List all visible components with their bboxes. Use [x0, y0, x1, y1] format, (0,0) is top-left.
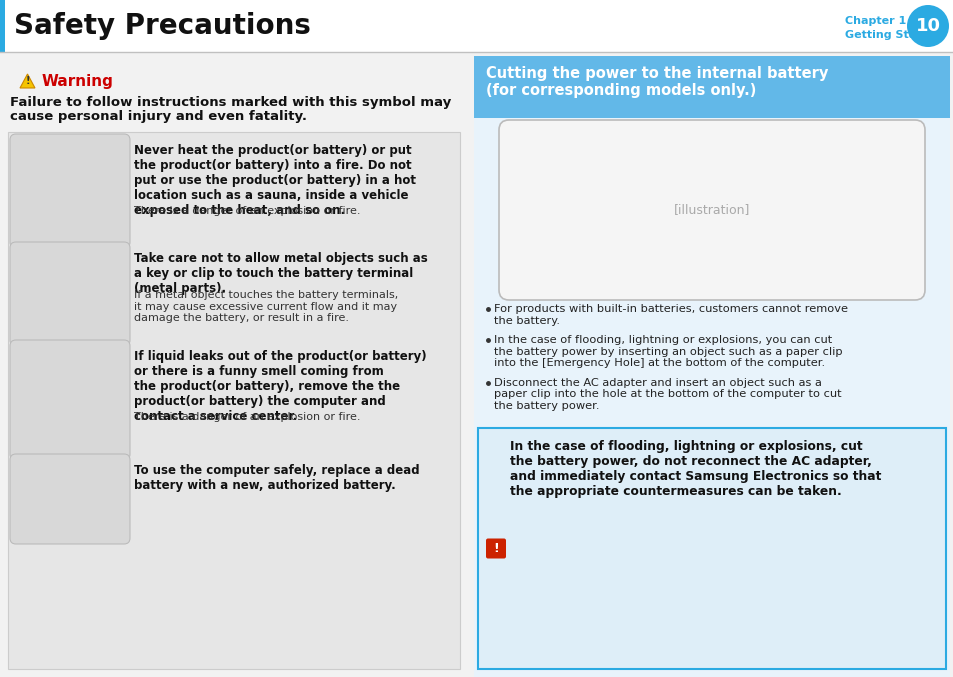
- Text: Cutting the power to the internal battery
(for corresponding models only.): Cutting the power to the internal batter…: [485, 66, 827, 98]
- Text: If a metal object touches the battery terminals,
it may cause excessive current : If a metal object touches the battery te…: [133, 290, 397, 323]
- Polygon shape: [20, 74, 35, 88]
- Bar: [477, 428, 945, 669]
- FancyBboxPatch shape: [10, 134, 130, 248]
- Text: !: !: [493, 542, 498, 555]
- Text: If liquid leaks out of the product(or battery)
or there is a funny smell coming : If liquid leaks out of the product(or ba…: [133, 350, 426, 423]
- FancyBboxPatch shape: [10, 340, 130, 460]
- FancyBboxPatch shape: [10, 454, 130, 544]
- Text: There is a danger of an explosion or fire.: There is a danger of an explosion or fir…: [133, 412, 360, 422]
- Text: Chapter 1: Chapter 1: [844, 16, 905, 26]
- Text: For products with built-in batteries, customers cannot remove
the battery.: For products with built-in batteries, cu…: [494, 304, 847, 326]
- Text: Warning: Warning: [42, 74, 113, 89]
- Text: Disconnect the AC adapter and insert an object such as a
paper clip into the hol: Disconnect the AC adapter and insert an …: [494, 378, 841, 411]
- FancyBboxPatch shape: [498, 120, 924, 300]
- Text: 10: 10: [915, 17, 940, 35]
- Text: Failure to follow instructions marked with this symbol may: Failure to follow instructions marked wi…: [10, 96, 451, 109]
- Text: Safety Precautions: Safety Precautions: [14, 12, 311, 40]
- Text: To use the computer safely, replace a dead
battery with a new, authorized batter: To use the computer safely, replace a de…: [133, 464, 419, 492]
- Text: There is a danger of an explosion or fire.: There is a danger of an explosion or fir…: [133, 206, 360, 216]
- FancyBboxPatch shape: [10, 242, 130, 346]
- Circle shape: [906, 5, 948, 47]
- Text: [illustration]: [illustration]: [673, 204, 749, 217]
- Bar: [474, 56, 949, 118]
- Text: Never heat the product(or battery) or put
the product(or battery) into a fire. D: Never heat the product(or battery) or pu…: [133, 144, 416, 217]
- Bar: [8, 132, 459, 669]
- Text: Take care not to allow metal objects such as
a key or clip to touch the battery : Take care not to allow metal objects suc…: [133, 252, 427, 295]
- Text: In the case of flooding, lightning or explosions, cut
the battery power, do not : In the case of flooding, lightning or ex…: [510, 440, 881, 498]
- Bar: [0, 0, 953, 52]
- Text: cause personal injury and even fatality.: cause personal injury and even fatality.: [10, 110, 307, 123]
- Bar: [474, 56, 949, 677]
- Text: Getting Started: Getting Started: [844, 30, 942, 40]
- Text: !: !: [25, 76, 30, 86]
- Text: In the case of flooding, lightning or explosions, you can cut
the battery power : In the case of flooding, lightning or ex…: [494, 335, 841, 368]
- Bar: [0, 0, 5, 52]
- FancyBboxPatch shape: [485, 538, 505, 559]
